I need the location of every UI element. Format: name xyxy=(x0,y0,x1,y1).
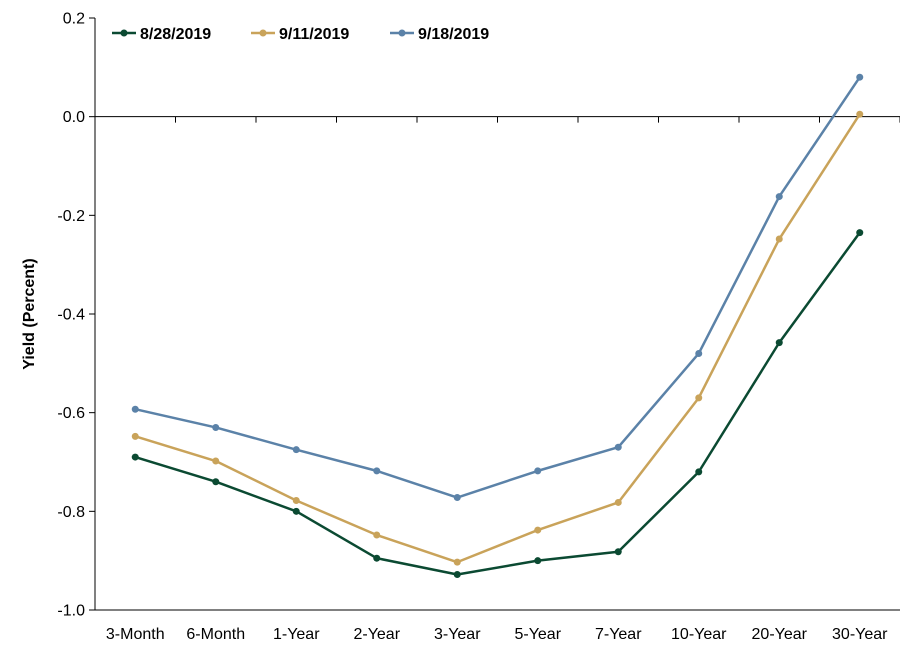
y-tick-label: -0.4 xyxy=(57,307,85,324)
data-point xyxy=(453,558,461,566)
series-3 xyxy=(131,73,864,502)
y-tick-label: -1.0 xyxy=(57,603,85,620)
data-point xyxy=(856,73,864,81)
series-line xyxy=(134,113,861,564)
x-tick-label: 5-Year xyxy=(514,626,561,643)
data-point xyxy=(614,498,622,506)
x-tick-label: 6-Month xyxy=(186,626,245,643)
data-point xyxy=(775,235,783,243)
series-2 xyxy=(131,110,864,566)
x-tick-label: 3-Year xyxy=(434,626,481,643)
data-point xyxy=(775,193,783,201)
x-tick-label: 1-Year xyxy=(273,626,320,643)
data-point xyxy=(292,446,300,454)
data-point xyxy=(373,467,381,475)
x-tick-label: 3-Month xyxy=(106,626,165,643)
data-point xyxy=(775,339,783,347)
y-ticks: -1.0 -0.8 -0.6 -0.4 -0.2 0.0 0.2 xyxy=(57,11,95,620)
legend-label: 8/28/2019 xyxy=(140,26,211,43)
data-point xyxy=(614,443,622,451)
y-tick-label: -0.2 xyxy=(57,208,85,225)
data-point xyxy=(212,478,220,486)
series-line xyxy=(134,76,861,499)
data-point xyxy=(856,229,864,237)
series-line xyxy=(134,231,861,576)
y-tick-label: -0.8 xyxy=(57,504,85,521)
axes xyxy=(94,18,900,611)
data-point xyxy=(131,453,139,461)
x-ticks: 3-Month 6-Month 1-Year 2-Year 3-Year 5-Year 7-… xyxy=(94,116,900,643)
y-tick-label: -0.6 xyxy=(57,405,85,422)
x-tick-label: 20-Year xyxy=(752,626,808,643)
data-point xyxy=(534,467,542,475)
x-tick-label: 2-Year xyxy=(353,626,400,643)
data-point xyxy=(453,494,461,502)
data-point xyxy=(131,405,139,413)
data-point xyxy=(373,531,381,539)
data-point xyxy=(614,548,622,556)
data-point xyxy=(534,526,542,534)
legend-swatch-marker xyxy=(259,29,267,37)
data-point xyxy=(695,394,703,402)
data-point xyxy=(534,557,542,565)
data-point xyxy=(695,468,703,476)
y-tick-label: 0.0 xyxy=(63,109,85,126)
legend-swatch-marker xyxy=(398,29,406,37)
legend-label: 9/11/2019 xyxy=(279,26,349,43)
data-point xyxy=(292,507,300,515)
series-layer xyxy=(131,73,864,578)
y-tick-label: 0.2 xyxy=(63,11,85,28)
data-point xyxy=(292,496,300,504)
legend-item-3: 9/18/2019 xyxy=(390,26,489,43)
x-tick-label: 10-Year xyxy=(671,626,727,643)
x-tick-label: 7-Year xyxy=(595,626,642,643)
data-point xyxy=(212,423,220,431)
data-point xyxy=(212,457,220,465)
data-point xyxy=(453,570,461,578)
legend: 8/28/2019 9/11/2019 9/18/2019 xyxy=(112,26,489,43)
legend-item-1: 8/28/2019 xyxy=(112,26,211,43)
data-point xyxy=(131,432,139,440)
y-axis-title: Yield (Percent) xyxy=(21,258,38,369)
data-point xyxy=(856,110,864,118)
legend-label: 9/18/2019 xyxy=(418,26,489,43)
series-1 xyxy=(131,229,864,578)
legend-item-2: 9/11/2019 xyxy=(251,26,349,43)
data-point xyxy=(695,349,703,357)
data-point xyxy=(373,554,381,562)
legend-swatch-marker xyxy=(120,29,128,37)
x-tick-label: 30-Year xyxy=(832,626,888,643)
